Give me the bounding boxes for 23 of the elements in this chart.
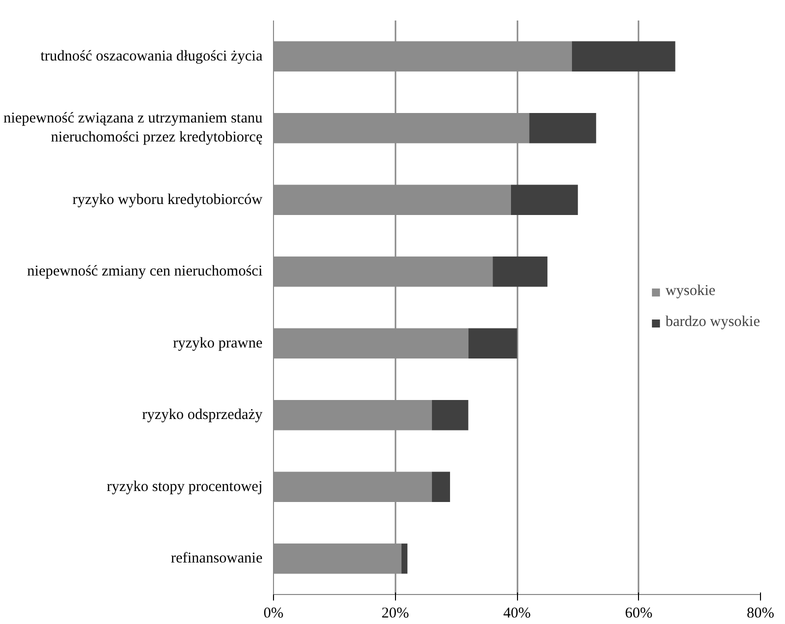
x-tick-label: 0% (264, 606, 284, 622)
bar (510, 184, 578, 215)
bar (432, 472, 450, 502)
x-tick-label: 20% (382, 606, 409, 622)
bar (468, 328, 517, 358)
x-tick-label: 60% (625, 606, 652, 622)
bar (401, 544, 408, 574)
bar (529, 113, 596, 144)
legend-label: wysokie (665, 283, 716, 300)
x-tick-label: 40% (503, 606, 531, 622)
y-tick-label: trudność oszacowania długości życia (40, 48, 263, 64)
y-tick-label: ryzyko odsprzedaży (142, 407, 263, 424)
y-tick-label: refinansowanie (170, 550, 263, 567)
x-tick-label: 80% (746, 606, 774, 622)
y-tick-label: ryzyko prawne (172, 335, 263, 352)
y-tick-label: niepewność zmiany cen nieruchomości (27, 264, 263, 280)
y-tick-label: ryzyko stopy procentowej (106, 478, 263, 495)
y-tick-label: niepewność związana z utrzymaniem stanu nieruchomości przez kredytobiorcę (3, 110, 263, 146)
y-tick-label: ryzyko wyboru kredytobiorców (72, 192, 263, 208)
legend-label: bardzo wysokie (665, 314, 760, 331)
bar (492, 256, 548, 287)
bar (432, 400, 468, 430)
bar (572, 41, 676, 72)
